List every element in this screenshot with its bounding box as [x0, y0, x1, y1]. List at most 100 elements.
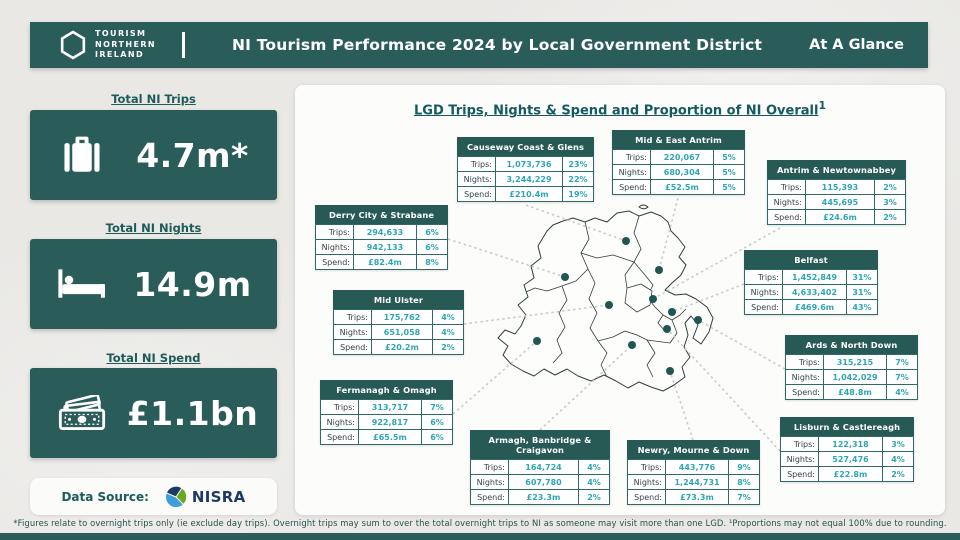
- panel-title: LGD Trips, Nights & Spend and Proportion…: [295, 99, 945, 118]
- spend-value: £82.4m: [353, 254, 417, 270]
- logo-line-3: IRELAND: [95, 50, 145, 60]
- spend-label: Spend:: [333, 339, 372, 355]
- nisra-logo-text: NISRA: [191, 487, 246, 506]
- trips-pct: 23%: [562, 156, 594, 172]
- spend-value: £48.8m: [823, 384, 887, 400]
- trips-pct: 4%: [432, 309, 464, 325]
- nights-label: Nights:: [320, 414, 359, 430]
- trips-label: Trips:: [785, 354, 824, 370]
- spend-value: £73.3m: [665, 489, 729, 505]
- nights-pct: 4%: [432, 324, 464, 340]
- rathlin-island: [638, 204, 649, 210]
- trips-value: 164,724: [508, 459, 579, 475]
- lgd-table-newry-mourne-down: Newry, Mourne & Down Trips: 443,776 9% Nig…: [627, 440, 760, 505]
- nights-label: Nights:: [627, 474, 666, 490]
- nights-pct: 22%: [562, 171, 594, 187]
- nights-label: Nights:: [333, 324, 372, 340]
- total-nights-heading: Total NI Nights: [105, 221, 202, 235]
- nights-label: Nights:: [744, 284, 783, 300]
- lgd-table-ards-north-down: Ards & North Down Trips: 315,215 7% Nights…: [785, 335, 918, 400]
- nights-pct: 4%: [882, 451, 914, 467]
- lgd-title: Fermanagh & Omagh: [320, 380, 453, 399]
- spend-label: Spend:: [470, 489, 509, 505]
- trips-pct: 4%: [578, 459, 610, 475]
- lgd-table-fermanagh-omagh: Fermanagh & Omagh Trips: 313,717 7% Nights…: [320, 380, 453, 445]
- nights-label: Nights:: [780, 451, 819, 467]
- lgd-title: Mid Ulster: [333, 290, 464, 309]
- total-nights-card: 14.9m: [30, 239, 277, 329]
- nights-label: Nights:: [785, 369, 824, 385]
- spend-pct: 19%: [562, 186, 594, 202]
- nights-pct: 4%: [578, 474, 610, 490]
- trips-pct: 7%: [421, 399, 453, 415]
- bed-icon: [58, 269, 105, 299]
- spend-label: Spend:: [785, 384, 824, 400]
- header-divider: [181, 31, 185, 58]
- nights-value: 942,133: [353, 239, 417, 255]
- panel-title-superscript: 1: [818, 99, 826, 112]
- district-marker-dots: [533, 237, 702, 375]
- total-spend-value: £1.1bn: [126, 393, 259, 433]
- callout-connector-lines: [447, 197, 786, 452]
- hexagon-logo-icon: [60, 30, 86, 60]
- spend-pct: 2%: [882, 466, 914, 482]
- trips-pct: 5%: [713, 149, 745, 165]
- nights-value: 445,695: [805, 194, 875, 210]
- ni-lgd-map: [447, 197, 786, 452]
- lgd-overview-panel: LGD Trips, Nights & Spend and Proportion…: [295, 85, 945, 515]
- lgd-title: Armagh, Banbridge & Craigavon: [470, 430, 610, 459]
- lgd-title: Lisburn & Castlereagh: [780, 417, 914, 436]
- lgd-title: Newry, Mourne & Down: [627, 440, 760, 459]
- logo-line-2: NORTHERN: [95, 39, 156, 49]
- trips-value: 313,717: [358, 399, 422, 415]
- trips-value: 443,776: [665, 459, 729, 475]
- trips-value: 315,215: [823, 354, 887, 370]
- data-source-label: Data Source:: [61, 489, 149, 504]
- tourism-ni-logo: TOURISM NORTHERN IRELAND: [30, 29, 185, 60]
- total-spend-card: £1.1bn: [30, 368, 277, 458]
- panel-title-text: LGD Trips, Nights & Spend and Proportion…: [414, 103, 819, 119]
- nights-value: 4,633,402: [782, 284, 847, 300]
- nights-label: Nights:: [767, 194, 806, 210]
- nights-value: 3,244,229: [495, 171, 563, 187]
- lgd-table-antrim-newtownabbey: Antrim & Newtownabbey Trips: 115,393 2% Ni…: [767, 160, 906, 225]
- spend-label: Spend:: [457, 186, 496, 202]
- trips-label: Trips:: [612, 149, 651, 165]
- spend-value: £20.2m: [371, 339, 433, 355]
- trips-label: Trips:: [320, 399, 359, 415]
- nights-value: 607,780: [508, 474, 579, 490]
- trips-label: Trips:: [315, 224, 354, 240]
- logo-wordmark: TOURISM NORTHERN IRELAND: [95, 29, 156, 60]
- nights-value: 651,058: [371, 324, 433, 340]
- data-source-card: Data Source: NISRA: [30, 478, 277, 515]
- spend-label: Spend:: [780, 466, 819, 482]
- lgd-table-causeway-coast-glens: Causeway Coast & Glens Trips: 1,073,736 23…: [457, 137, 594, 202]
- spend-label: Spend:: [767, 209, 806, 225]
- trips-pct: 2%: [874, 179, 906, 195]
- nights-value: 680,304: [650, 164, 714, 180]
- footnote-text: *Figures relate to overnight trips only …: [13, 518, 947, 528]
- trips-value: 175,762: [371, 309, 433, 325]
- nights-label: Nights:: [315, 239, 354, 255]
- spend-label: Spend:: [320, 429, 359, 445]
- total-spend-heading: Total NI Spend: [106, 351, 201, 365]
- trips-pct: 9%: [728, 459, 760, 475]
- header-bar: TOURISM NORTHERN IRELAND NI Tourism Perf…: [30, 22, 928, 68]
- spend-label: Spend:: [315, 254, 354, 270]
- trips-label: Trips:: [627, 459, 666, 475]
- lgd-table-mid-ulster: Mid Ulster Trips: 175,762 4% Nights: 651,05…: [333, 290, 464, 355]
- lgd-table-belfast: Belfast Trips: 1,452,849 31% Nights: 4,633,…: [744, 250, 878, 315]
- nights-pct: 6%: [416, 239, 448, 255]
- lgd-table-armagh-banbridge-craigavon: Armagh, Banbridge & Craigavon Trips: 164,…: [470, 430, 610, 505]
- spend-value: £65.5m: [358, 429, 422, 445]
- spend-value: £24.6m: [805, 209, 875, 225]
- total-trips-heading: Total NI Trips: [111, 92, 196, 106]
- lgd-title: Belfast: [744, 250, 878, 269]
- spend-pct: 2%: [874, 209, 906, 225]
- spend-label: Spend:: [612, 179, 651, 195]
- trips-pct: 7%: [886, 354, 918, 370]
- nights-pct: 8%: [728, 474, 760, 490]
- trips-label: Trips:: [744, 269, 783, 285]
- lgd-title: Causeway Coast & Glens: [457, 137, 594, 156]
- trips-label: Trips:: [767, 179, 806, 195]
